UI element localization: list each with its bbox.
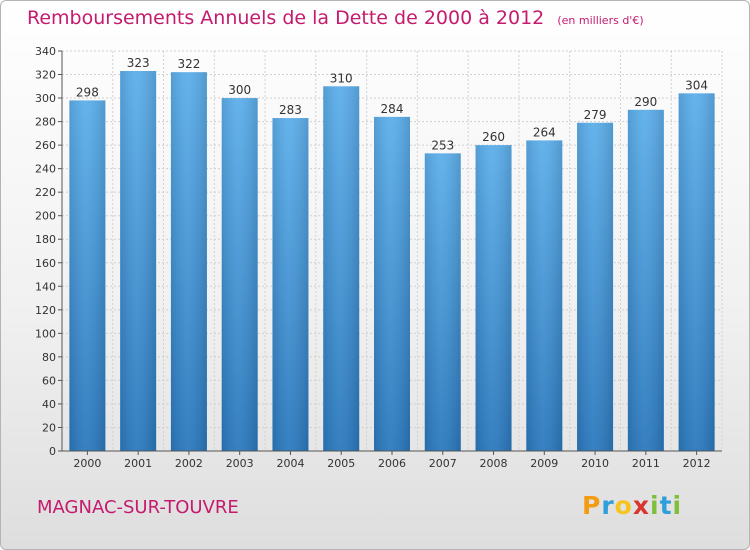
logo-letter: x: [632, 491, 650, 520]
x-tick-label-2009: 2009: [530, 457, 558, 470]
chart-title: Remboursements Annuels de la Dette de 20…: [27, 7, 644, 29]
bar-shade-2002: [170, 72, 207, 452]
data-label-2007: 253: [431, 138, 454, 152]
y-tick-label: 160: [35, 257, 56, 270]
y-tick-label: 260: [35, 139, 56, 152]
data-label-2002: 322: [177, 57, 200, 71]
y-tick-label: 320: [35, 69, 56, 82]
bar-shade-2004: [272, 118, 309, 451]
bar-shade-2001: [120, 71, 157, 451]
y-tick-label: 180: [35, 233, 56, 246]
data-label-2003: 300: [228, 83, 251, 97]
x-tick-label-2003: 2003: [226, 457, 254, 470]
data-label-2009: 264: [533, 125, 556, 139]
y-tick-label: 200: [35, 210, 56, 223]
logo-letter: i: [672, 491, 683, 520]
y-tick-label: 300: [35, 92, 56, 105]
data-label-2008: 260: [482, 130, 505, 144]
bar-shade-2005: [323, 86, 360, 451]
y-tick-label: 100: [35, 327, 56, 340]
data-label-2010: 279: [584, 108, 607, 122]
y-tick-label: 140: [35, 280, 56, 293]
logo-letter: o: [614, 491, 633, 520]
logo-letter: r: [601, 491, 615, 520]
y-tick-label: 280: [35, 116, 56, 129]
bar-shade-2008: [475, 145, 512, 451]
y-tick-label: 240: [35, 163, 56, 176]
bar-shade-2006: [374, 116, 410, 451]
x-tick-label-2002: 2002: [175, 457, 203, 470]
data-label-2001: 323: [127, 56, 150, 70]
proxiti-logo: Proxiti: [582, 491, 682, 520]
x-tick-label-2008: 2008: [480, 457, 508, 470]
x-tick-label-2000: 2000: [73, 457, 101, 470]
y-tick-label: 0: [49, 445, 56, 458]
y-tick-label: 60: [42, 374, 56, 387]
bar-shade-2003: [221, 98, 258, 451]
data-label-2006: 284: [381, 102, 404, 116]
axes: 0 20 40 60 80 100 120 140 160 180 200 220 240 260 280 3…: [35, 45, 722, 470]
y-tick-label: 40: [42, 398, 56, 411]
x-tick-label-2007: 2007: [429, 457, 457, 470]
data-labels: 298 323 322 300 283 310 284 253 260 264 279 290 304: [76, 56, 708, 152]
bar-shade-2010: [577, 122, 614, 451]
x-tick-label-2010: 2010: [581, 457, 609, 470]
commune-name: MAGNAC-SUR-TOUVRE: [37, 497, 239, 518]
bar-shade-2000: [69, 100, 106, 451]
y-tick-label: 120: [35, 304, 56, 317]
data-label-2000: 298: [76, 85, 99, 99]
logo-letter: t: [659, 491, 673, 520]
x-tick-label-2012: 2012: [683, 457, 711, 470]
bar-shade-2009: [526, 140, 563, 452]
data-label-2005: 310: [330, 71, 353, 85]
logo-letter: P: [582, 491, 602, 520]
data-label-2004: 283: [279, 103, 302, 117]
x-tick-label-2001: 2001: [124, 457, 152, 470]
y-tick-label: 20: [42, 421, 56, 434]
bars: [69, 71, 715, 452]
bar-shade-2011: [627, 109, 664, 451]
unit-note: (en milliers d'€): [557, 14, 644, 27]
data-label-2011: 290: [634, 95, 657, 109]
bar-shade-2007: [424, 153, 461, 451]
y-tick-label: 80: [42, 351, 56, 364]
y-tick-label: 340: [35, 45, 56, 58]
x-tick-label-2005: 2005: [327, 457, 355, 470]
chart-title-text: Remboursements Annuels de la Dette de 20…: [27, 7, 545, 29]
data-label-2012: 304: [685, 78, 708, 92]
logo-letter: i: [650, 491, 660, 520]
x-tick-label-2006: 2006: [378, 457, 406, 470]
x-tick-label-2011: 2011: [632, 457, 660, 470]
bar-shade-2012: [678, 93, 715, 452]
x-tick-label-2004: 2004: [276, 457, 304, 470]
y-tick-label: 220: [35, 186, 56, 199]
